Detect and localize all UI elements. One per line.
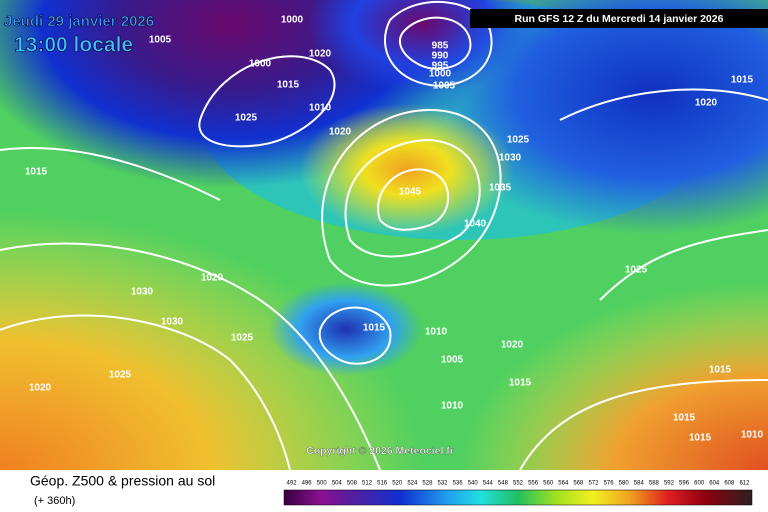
- isobar-label: 1020: [309, 49, 332, 60]
- isobar-label: 1025: [507, 135, 530, 146]
- isobar-label: 1035: [489, 183, 512, 194]
- scale-label: 576: [604, 481, 615, 487]
- scale-label: 504: [332, 481, 343, 487]
- isobar-label: 1025: [625, 265, 648, 276]
- isobar-label: 1015: [731, 75, 754, 86]
- isobar-label: 1020: [329, 127, 352, 138]
- field: [0, 0, 768, 470]
- isobar-label: 1020: [201, 273, 224, 284]
- isobar-label: 1010: [441, 401, 464, 412]
- scale-label: 540: [468, 481, 479, 487]
- isobar-label: 1005: [441, 355, 464, 366]
- isobar-label: 1025: [235, 113, 258, 124]
- isobar-label: 1000: [281, 15, 304, 26]
- isobar-label: 1020: [29, 383, 52, 394]
- scale-label: 500: [317, 481, 328, 487]
- run-banner: [470, 9, 768, 28]
- isobar-label: 1010: [425, 327, 448, 338]
- isobar-label: 1015: [709, 365, 732, 376]
- isobar-label: 1020: [501, 340, 524, 351]
- scale-label: 508: [347, 481, 358, 487]
- scale-label: 580: [619, 481, 630, 487]
- isobar-label: 1020: [695, 98, 718, 109]
- isobar-label: 1015: [509, 378, 532, 389]
- scale-label: 560: [543, 481, 554, 487]
- scale-label: 556: [528, 481, 539, 487]
- scale-label: 512: [362, 481, 373, 487]
- scale-label: 592: [664, 481, 675, 487]
- isobar-label: 1005: [433, 81, 456, 92]
- isobar-label: 1040: [464, 219, 487, 230]
- isobar-label: 990: [432, 51, 449, 62]
- isobar-label: 1030: [499, 153, 522, 164]
- color-scale: [283, 489, 753, 506]
- isobar-label: 1005: [149, 35, 172, 46]
- scale-label: 552: [513, 481, 524, 487]
- isobar-label: 1010: [741, 430, 764, 441]
- valid-time: 13:00 locale: [14, 34, 133, 57]
- scale-label: 572: [588, 481, 599, 487]
- scale-label: 496: [302, 481, 313, 487]
- isobar-label: 1015: [277, 80, 300, 91]
- scale-label: 532: [438, 481, 449, 487]
- scale-label: 520: [392, 481, 403, 487]
- scale-label: 536: [453, 481, 464, 487]
- scale-label: 584: [634, 481, 645, 487]
- scale-label: 596: [679, 481, 690, 487]
- scale-label: 568: [573, 481, 584, 487]
- run-info: Run GFS 12 Z du Mercredi 14 janvier 2026: [515, 13, 724, 25]
- isobar-label: 1025: [231, 333, 254, 344]
- isobar-label: 1015: [363, 323, 386, 334]
- scale-label: 564: [558, 481, 569, 487]
- isobar-label: 1000: [429, 69, 452, 80]
- isobar-label: 985: [432, 41, 449, 52]
- isobar-label: 1015: [689, 433, 712, 444]
- scale-label: 524: [407, 481, 418, 487]
- isobar-label: 1015: [673, 413, 696, 424]
- footer-title: Géop. Z500 & pression au sol: [30, 473, 215, 489]
- isobar-label: 1030: [131, 287, 154, 298]
- isobar-label: 1015: [25, 167, 48, 178]
- scale-label: 600: [694, 481, 705, 487]
- scale-label: 544: [483, 481, 494, 487]
- isobar-label: 995: [432, 61, 449, 72]
- scale-label: 604: [709, 481, 720, 487]
- isobars: [0, 0, 768, 471]
- isobar-label: 1025: [109, 370, 132, 381]
- isobar-label: 1000: [249, 59, 272, 70]
- scale-label: 612: [739, 481, 750, 487]
- isobar-label: 1010: [309, 103, 332, 114]
- footer-lead: (+ 360h): [34, 495, 75, 507]
- scale-label: 548: [498, 481, 509, 487]
- isobar-label: 1045: [399, 187, 422, 198]
- scale-label: 528: [422, 481, 433, 487]
- scale-label: 608: [724, 481, 735, 487]
- scale-label: 516: [377, 481, 388, 487]
- scale-label: 492: [287, 481, 298, 487]
- scale-label: 588: [649, 481, 660, 487]
- valid-date: Jeudi 29 janvier 2026: [4, 13, 154, 30]
- scale-labels: 492 496 500 504 508 512 516 520 524 528 532 536 540 5…: [287, 481, 751, 487]
- isobar-label: 1030: [161, 317, 184, 328]
- copyright: Copyright © 2026 Meteociel.fr: [306, 445, 454, 457]
- isobar-labels: 1005100010201000101510101025102098599099…: [25, 15, 764, 444]
